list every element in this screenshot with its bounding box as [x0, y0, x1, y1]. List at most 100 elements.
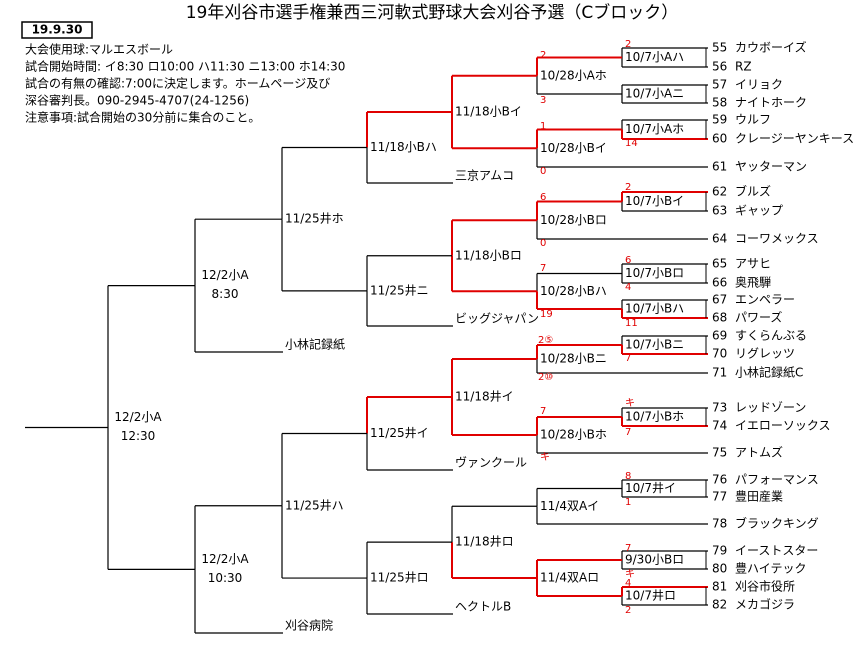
team-number: 82: [712, 598, 727, 612]
team-number: 76: [712, 473, 727, 487]
team-name: アサヒ: [735, 257, 771, 271]
team-number: 65: [712, 257, 727, 271]
team-number: 64: [712, 232, 727, 246]
match-label: 10/7小Bホ: [625, 410, 684, 424]
info-line: 注意事項:試合開始の30分前に集合のこと。: [25, 110, 260, 125]
match-label: 10/7小Bハ: [625, 302, 684, 316]
team-number: 73: [712, 401, 727, 415]
team-number: 66: [712, 276, 727, 290]
info-line: 大会使用球:マルエスボール: [25, 42, 173, 57]
score: 7: [625, 353, 631, 364]
score: 8: [625, 471, 631, 482]
match-label: 12/2小A: [201, 268, 249, 282]
score: 7: [625, 427, 631, 438]
score: 2: [625, 182, 631, 193]
page-title: 19年刈谷市選手権兼西三河軟式野球大会刈谷予選（Cブロック）: [186, 2, 679, 23]
match-label: 10/7小Aホ: [625, 122, 684, 136]
team-name: コーワメックス: [735, 232, 819, 246]
team-name: ブラックキング: [735, 516, 819, 531]
team-name: 三京アムコ: [455, 169, 514, 183]
team-number: 56: [712, 60, 727, 74]
match-time: 10:30: [208, 571, 243, 585]
score: 6: [540, 192, 546, 203]
team-name: エンペラー: [735, 293, 795, 307]
match-label: 10/7小Aニ: [625, 87, 684, 101]
match-label: 10/7井ロ: [625, 589, 676, 603]
team-name: クレージーヤンキース: [735, 132, 854, 146]
score: キ: [625, 569, 635, 580]
match-label: 11/18小Bイ: [455, 105, 522, 119]
team-name: イーストスター: [735, 544, 818, 558]
score: 4: [625, 282, 631, 293]
score: 2: [540, 50, 546, 61]
match-label: 11/25井ロ: [370, 571, 429, 585]
match-label: 11/18井ロ: [455, 535, 514, 549]
team-number: 55: [712, 41, 727, 55]
score: 11: [625, 318, 638, 329]
team-name: カウボーイズ: [735, 40, 807, 55]
match-label: 10/7井イ: [625, 481, 676, 495]
team-name: 刈谷市役所: [735, 579, 795, 594]
match-label: 10/7小Bニ: [625, 338, 684, 352]
team-name: ヴァンクール: [455, 455, 527, 470]
score: 7: [540, 263, 546, 274]
team-number: 63: [712, 204, 727, 218]
match-label: 11/25井イ: [370, 426, 429, 440]
match-label: 10/28小Aホ: [540, 68, 607, 82]
team-name: ギャップ: [735, 204, 783, 218]
team-number: 67: [712, 293, 727, 307]
date-box: [21, 21, 93, 39]
match-time: 8:30: [212, 287, 239, 301]
team-number: 79: [712, 544, 727, 558]
team-number: 68: [712, 311, 727, 325]
team-number: 62: [712, 185, 727, 199]
match-label: 12/2小A: [201, 552, 249, 566]
score: 2: [625, 39, 631, 50]
team-name: 小林記録紙C: [735, 365, 803, 380]
info-line: 深谷審判長。090-2945-4707(24-1256): [25, 93, 249, 108]
team-name: ナイトホーク: [735, 96, 807, 110]
team-number: 60: [712, 132, 727, 146]
match-label: 10/28小Bロ: [540, 213, 607, 227]
match-label: 12/2小A: [114, 410, 162, 424]
team-name: イリョク: [735, 78, 783, 92]
date: 19.9.30: [32, 23, 83, 37]
team-name: ヤッターマン: [735, 160, 807, 174]
team-number: 59: [712, 113, 727, 127]
score: 2⑤: [538, 335, 553, 346]
team-name: 豊ハイテック: [735, 562, 807, 576]
match-label: 10/28小Bハ: [540, 284, 607, 298]
match-label: 11/25井ハ: [285, 498, 344, 512]
match-label: 10/28小Bホ: [540, 428, 607, 442]
team-number: 58: [712, 96, 727, 110]
score: 2⑩: [538, 372, 553, 383]
score: 7: [540, 406, 546, 417]
score: 1: [625, 497, 631, 508]
team-name: ビッグジャパン: [455, 312, 539, 326]
team-number: 80: [712, 562, 727, 576]
team-number: 71: [712, 366, 727, 380]
score: キ: [625, 398, 635, 409]
match-label: 10/7小Bロ: [625, 266, 684, 280]
match-label: 11/18井イ: [455, 390, 514, 404]
score: 4: [625, 578, 631, 589]
score: 2: [625, 605, 631, 616]
team-name: ヘクトルB: [455, 600, 511, 614]
team-name: アトムズ: [735, 445, 783, 460]
info-line: 試合の有無の確認:7:00に決定します。ホームページ及び: [25, 76, 330, 91]
team-number: 75: [712, 446, 727, 460]
score: 1: [540, 121, 546, 132]
score: 14: [625, 138, 638, 149]
match-label: 10/28小Bイ: [540, 141, 607, 155]
match-label: 10/28小Bニ: [540, 352, 607, 366]
team-name: 豊田産業: [735, 489, 783, 504]
team-number: 78: [712, 517, 727, 531]
match-label: 11/25井ニ: [370, 283, 429, 297]
score: 7: [625, 543, 631, 554]
score: 0: [540, 166, 546, 177]
team-name: 奥飛騨: [735, 275, 771, 290]
team-name: ウルフ: [735, 113, 771, 127]
score: 3: [540, 95, 546, 106]
team-name: メカゴジラ: [735, 597, 795, 612]
